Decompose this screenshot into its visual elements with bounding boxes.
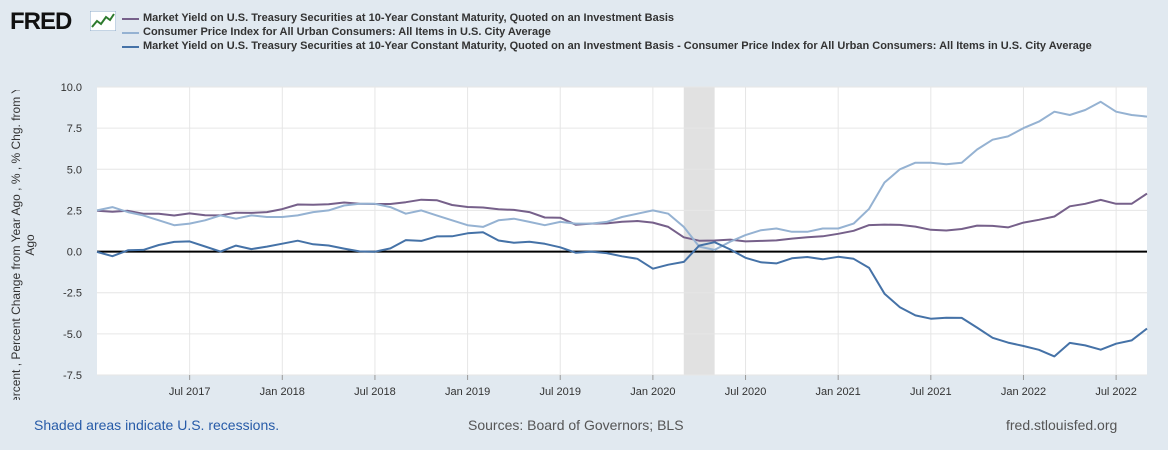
y-axis-label-line-2: Ago [23,234,37,256]
legend-item[interactable]: Consumer Price Index for All Urban Consu… [122,26,1122,39]
chart-area: 10.0 7.5 5.0 2.5 0.0 -2.5 -5.0 -7.5 Jul 2017 Jan … [61,82,1148,398]
chart-line-icon [90,11,116,31]
y-tick-label: -2.5 [63,288,82,300]
series-line-2 [96,100,1148,251]
y-tick-label: -7.5 [63,370,82,382]
x-tick-label: Jan 2021 [816,386,861,398]
x-tick-label: Jul 2019 [539,386,581,398]
sources-text: Sources: Board of Governors; BLS [468,417,684,433]
legend-swatch [122,18,139,20]
y-tick-label: 10.0 [61,82,82,94]
x-tick-label: Jan 2018 [260,386,305,398]
chart-legend: Market Yield on U.S. Treasury Securities… [122,12,1122,54]
series-line-3 [96,231,1148,358]
x-tick-label: Jan 2022 [1001,386,1046,398]
legend-item[interactable]: Market Yield on U.S. Treasury Securities… [122,40,1122,53]
y-tick-label: -5.0 [63,329,82,341]
legend-label: Market Yield on U.S. Treasury Securities… [143,12,675,24]
y-tick-label: 2.5 [67,205,82,217]
fred-logo[interactable]: FRED [10,8,120,38]
x-tick-label: Jul 2018 [354,386,396,398]
legend-item[interactable]: Market Yield on U.S. Treasury Securities… [122,12,1122,25]
y-axis-label-line-1: Percent , Percent Change from Year Ago ,… [9,90,23,400]
y-axis-label-svg: Percent , Percent Change from Year Ago ,… [9,79,37,411]
y-axis-label-wrap: Percent , Percent Change from Year Ago ,… [6,79,46,411]
y-tick-label: 5.0 [67,164,82,176]
site-link[interactable]: fred.stlouisfed.org [1006,417,1118,433]
y-tick-label: 0.0 [67,247,82,259]
recession-note-link[interactable]: Shaded areas indicate U.S. recessions. [34,417,280,433]
series-line-1 [96,192,1148,243]
x-tick-label: Jul 2020 [725,386,767,398]
legend-label: Consumer Price Index for All Urban Consu… [143,26,551,38]
x-tick-label: Jan 2019 [445,386,490,398]
x-tick-label: Jul 2021 [910,386,952,398]
recession-band [683,87,715,375]
x-tick-label: Jul 2017 [169,386,211,398]
y-tick-label: 7.5 [67,123,82,135]
fred-logo-text: FRED [10,8,72,35]
plot-background [97,87,1147,375]
legend-label: Market Yield on U.S. Treasury Securities… [143,40,1092,52]
x-tick-label: Jan 2020 [630,386,675,398]
legend-swatch [122,32,139,34]
legend-swatch [122,46,139,48]
x-tick-label: Jul 2022 [1095,386,1137,398]
